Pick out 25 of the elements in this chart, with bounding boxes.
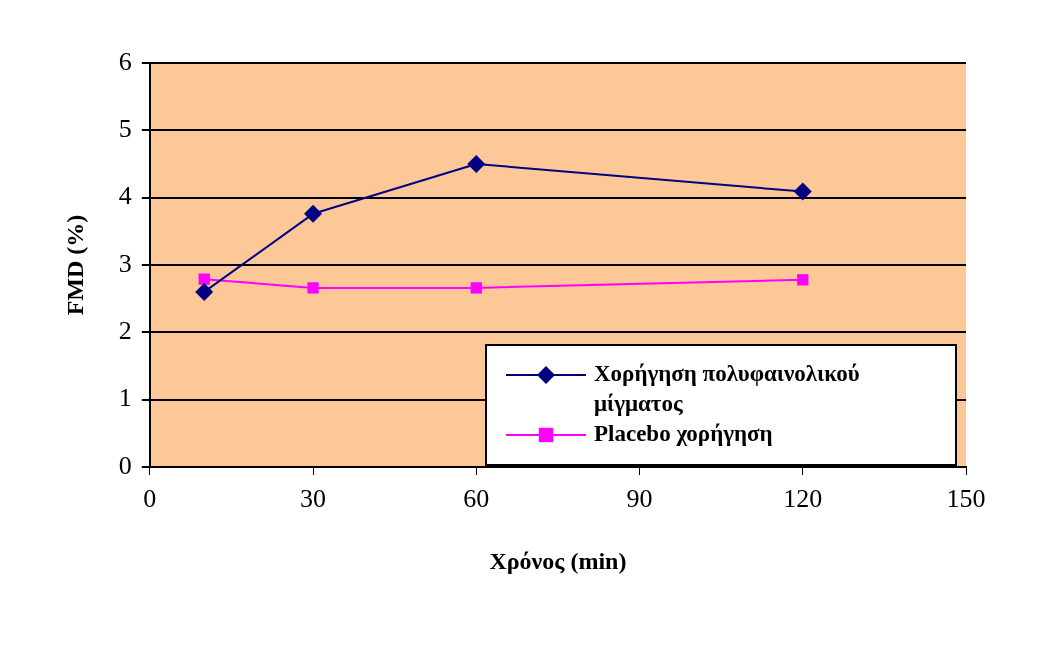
point: [198, 273, 210, 285]
x-axis-title: Χρόνος (min): [489, 547, 627, 574]
x-tick-label: 90: [626, 484, 653, 514]
point: [304, 204, 323, 223]
x-tick-label: 120: [783, 484, 823, 514]
y-tick-label: 1: [118, 383, 132, 413]
point: [470, 282, 482, 294]
point: [793, 182, 812, 201]
x-tick-label: 60: [463, 484, 490, 514]
y-tick-label: 6: [118, 46, 132, 76]
point: [797, 274, 809, 286]
x-tick-label: 150: [946, 484, 986, 514]
y-tick-label: 4: [118, 181, 132, 211]
y-axis-title: FMD (%): [61, 214, 88, 316]
y-tick-label: 5: [118, 114, 132, 144]
y-tick-label: 3: [118, 248, 132, 278]
legend-label: Χορήγηση πολυφαινολικού μίγματος: [594, 360, 860, 416]
x-tick-label: 30: [300, 484, 327, 514]
y-tick-label: 2: [118, 316, 132, 346]
point: [195, 282, 214, 301]
y-tick-label: 0: [118, 450, 132, 480]
point: [307, 282, 319, 294]
x-tick-label: 0: [143, 484, 157, 514]
legend-label: Placebo χορήγηση: [594, 420, 773, 446]
point: [467, 155, 486, 173]
